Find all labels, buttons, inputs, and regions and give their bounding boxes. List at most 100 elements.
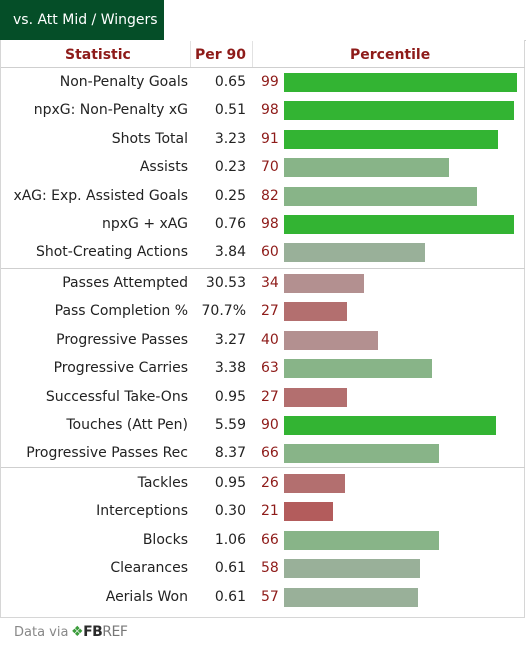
fbref-logo-ref: REF — [102, 624, 128, 640]
percentile-bar — [284, 73, 517, 92]
stat-name: Shots Total — [111, 130, 188, 147]
percentile-value: 91 — [261, 130, 279, 147]
footer-data-via: Data via — [14, 625, 69, 640]
percentile-bar — [284, 359, 432, 379]
table-row: Interceptions 0.30 21 — [0, 498, 526, 526]
fbref-leaf-icon: ❖ — [71, 624, 84, 640]
table-row: Assists 0.23 70 — [0, 154, 526, 182]
table-row: Progressive Passes 3.27 40 — [0, 327, 526, 355]
per90-value: 0.65 — [214, 74, 246, 90]
stat-name: Shot-Creating Actions — [35, 244, 188, 261]
table-row: xAG: Exp. Assisted Goals 0.25 82 — [0, 183, 526, 211]
stat-name: npxG: Non-Penalty xG — [33, 102, 188, 119]
table-row: Successful Take-Ons 0.95 27 — [0, 384, 526, 412]
per90-value: 5.59 — [214, 417, 246, 433]
table-row: Aerials Won 0.61 57 — [0, 584, 526, 612]
per90-value: 70.7% — [201, 303, 246, 320]
table-row: Pass Completion % 70.7% 27 — [0, 298, 526, 326]
stat-name: Blocks — [142, 531, 188, 548]
percentile-bar — [284, 129, 498, 149]
stat-name: Pass Completion % — [54, 303, 188, 320]
percentile-value: 58 — [261, 560, 279, 577]
stat-name: xAG: Exp. Assisted Goals — [13, 187, 188, 204]
percentile-bar — [284, 474, 345, 493]
per90-value: 0.61 — [214, 560, 246, 577]
header-rule — [1, 67, 525, 68]
table-row: Passes Attempted 30.53 34 — [0, 270, 526, 298]
stat-name: Aerials Won — [105, 588, 188, 605]
stat-name: Progressive Passes — [56, 331, 188, 348]
percentile-bar — [284, 387, 347, 407]
per90-value: 0.23 — [214, 159, 246, 176]
tab-vs-att-mid-wingers[interactable]: vs. Att Mid / Wingers — [0, 0, 164, 41]
percentile-bar — [284, 587, 418, 607]
stat-name: Passes Attempted — [62, 275, 188, 291]
percentile-bar — [284, 243, 425, 263]
percentile-value: 57 — [261, 588, 279, 605]
table-row: npxG: Non-Penalty xG 0.51 98 — [0, 97, 526, 125]
per90-value: 30.53 — [205, 275, 246, 291]
per90-value: 3.27 — [214, 331, 246, 348]
percentile-bar — [284, 274, 364, 293]
percentile-bar — [284, 215, 514, 234]
stat-name: Non-Penalty Goals — [59, 74, 188, 90]
percentile-bar — [284, 559, 420, 579]
per90-value: 8.37 — [214, 445, 246, 462]
table-row: Progressive Carries 3.38 63 — [0, 355, 526, 383]
table-row: npxG + xAG 0.76 98 — [0, 211, 526, 239]
percentile-value: 26 — [261, 475, 279, 491]
percentile-bar — [284, 158, 449, 178]
stat-name: Progressive Passes Rec — [26, 445, 188, 462]
stat-name: npxG + xAG — [102, 216, 188, 232]
per90-value: 3.84 — [214, 244, 246, 261]
group-divider — [1, 467, 525, 468]
percentile-bar — [284, 502, 333, 522]
percentile-value: 40 — [261, 331, 279, 348]
table-row: Shots Total 3.23 91 — [0, 126, 526, 154]
stat-name: Touches (Att Pen) — [66, 417, 188, 433]
stat-name: Progressive Carries — [53, 360, 188, 377]
percentile-bar — [284, 530, 439, 550]
percentile-value: 34 — [261, 275, 279, 291]
percentile-value: 98 — [261, 216, 279, 232]
percentile-bar — [284, 186, 477, 206]
per90-value: 1.06 — [214, 531, 246, 548]
table-row: Shot-Creating Actions 3.84 60 — [0, 239, 526, 267]
table-row: Blocks 1.06 66 — [0, 527, 526, 555]
table-row: Non-Penalty Goals 0.65 99 — [0, 69, 526, 97]
per90-value: 0.30 — [214, 503, 246, 520]
percentile-value: 27 — [261, 388, 279, 405]
table-row: Progressive Passes Rec 8.37 66 — [0, 440, 526, 468]
stat-name: Tackles — [137, 475, 188, 491]
percentile-bar — [284, 302, 347, 322]
table-row: Clearances 0.61 58 — [0, 555, 526, 583]
percentile-value: 90 — [261, 417, 279, 433]
per90-value: 3.23 — [214, 130, 246, 147]
table-row: Touches (Att Pen) 5.59 90 — [0, 412, 526, 440]
percentile-value: 99 — [261, 74, 279, 90]
group-divider — [1, 268, 525, 269]
percentile-value: 21 — [261, 503, 279, 520]
column-header-statistic: Statistic — [65, 47, 131, 63]
percentile-bar — [284, 330, 378, 350]
per90-value: 3.38 — [214, 360, 246, 377]
percentile-bar — [284, 444, 439, 464]
percentile-value: 60 — [261, 244, 279, 261]
column-header-percentile: Percentile — [350, 47, 431, 63]
percentile-value: 70 — [261, 159, 279, 176]
percentile-bar — [284, 416, 496, 435]
fbref-logo[interactable]: ❖FBREF — [71, 624, 128, 642]
per90-value: 0.76 — [214, 216, 246, 232]
percentile-value: 27 — [261, 303, 279, 320]
stat-name: Clearances — [110, 560, 188, 577]
header-divider — [190, 41, 191, 67]
percentile-value: 98 — [261, 102, 279, 119]
column-header-per-90: Per 90 — [195, 47, 247, 63]
table-row: Tackles 0.95 26 — [0, 470, 526, 498]
percentile-value: 66 — [261, 445, 279, 462]
percentile-value: 82 — [261, 187, 279, 204]
stat-name: Assists — [139, 159, 188, 176]
header-divider — [252, 41, 253, 67]
fbref-logo-fb: FB — [83, 624, 103, 640]
stat-name: Successful Take-Ons — [45, 388, 188, 405]
